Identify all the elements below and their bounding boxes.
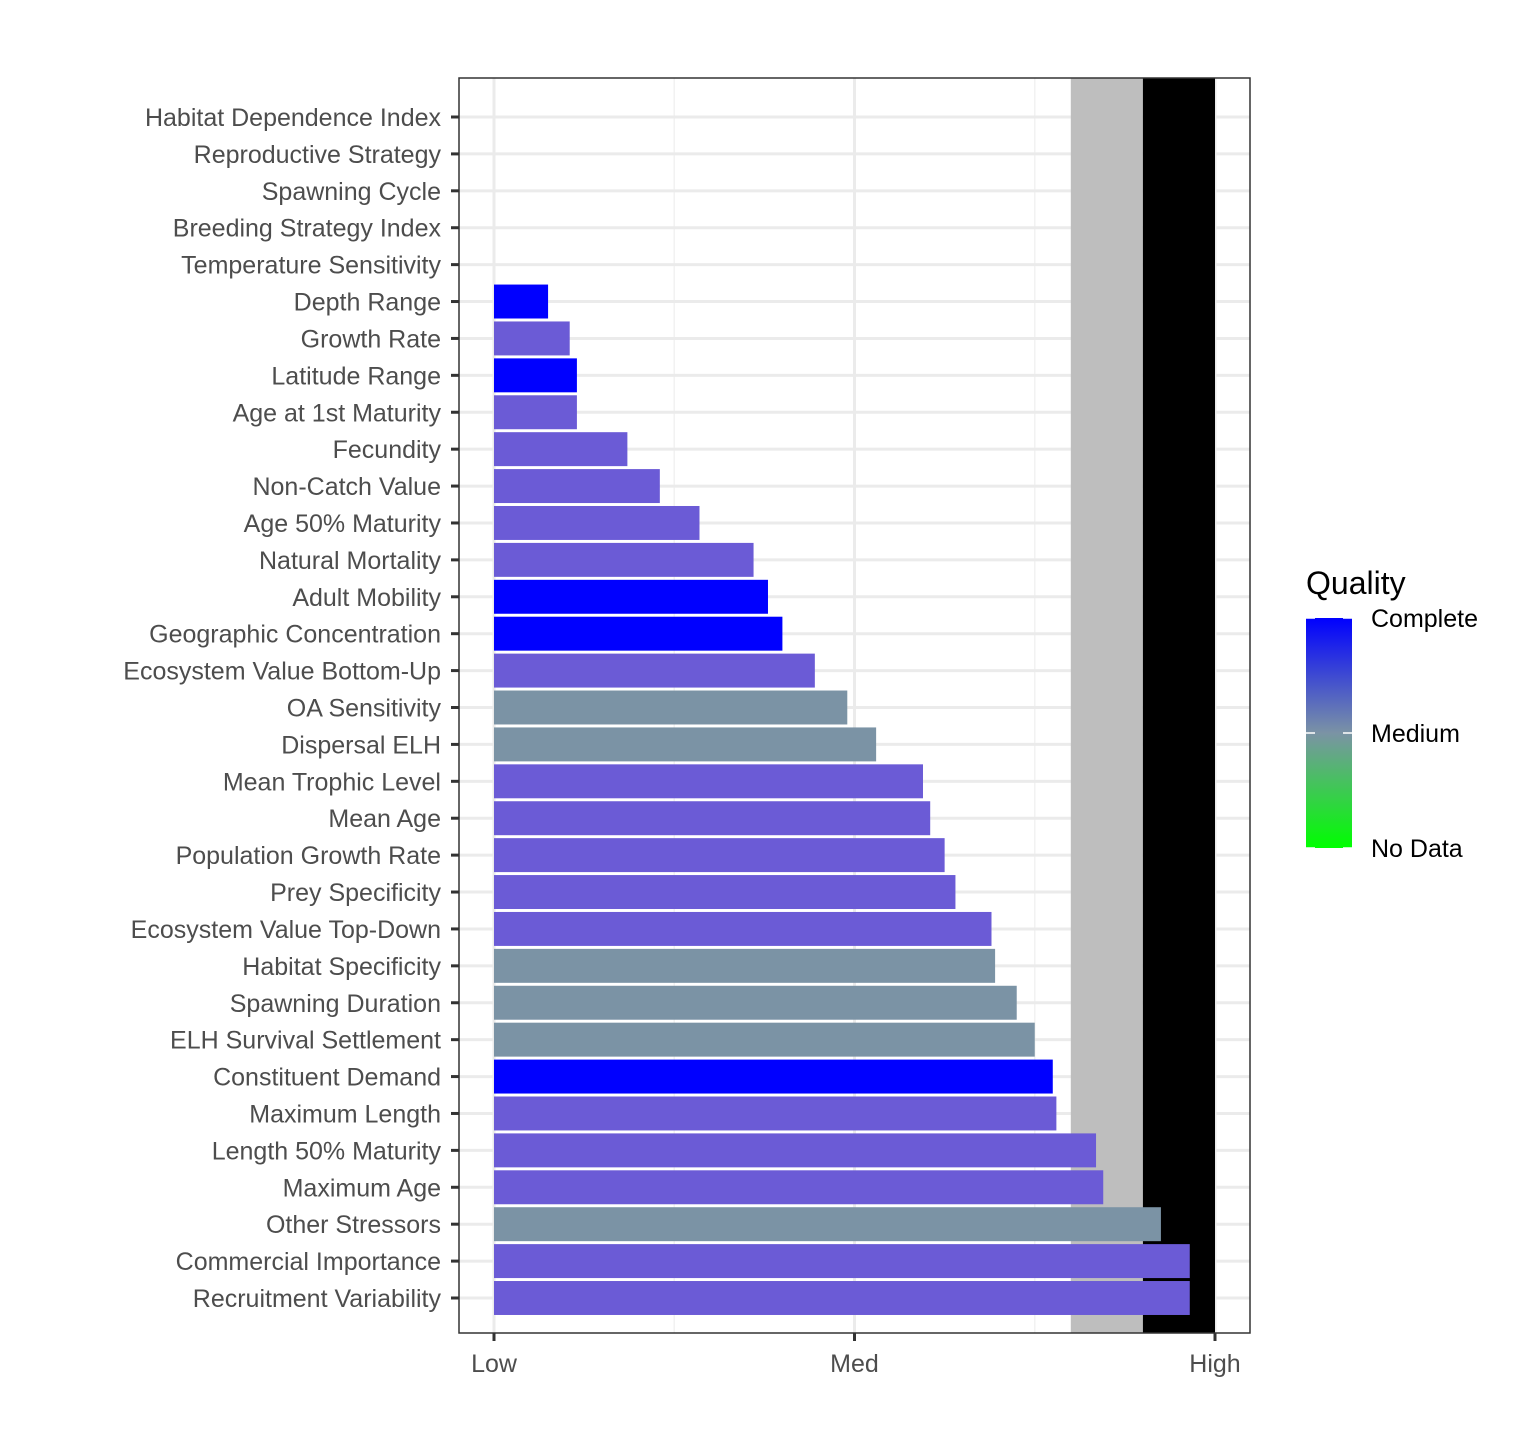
x-tick-label: Low [471, 1350, 518, 1378]
category-label: ELH Survival Settlement [170, 1027, 441, 1055]
bar [494, 1096, 1057, 1131]
x-tick-label: Med [830, 1350, 879, 1378]
bars [494, 284, 1190, 1315]
legend: Quality Complete Medium No Data [1306, 565, 1478, 863]
category-label: Natural Mortality [259, 547, 441, 575]
category-label: Recruitment Variability [193, 1285, 442, 1313]
bar [494, 948, 996, 983]
bar [494, 358, 577, 393]
legend-label-medium: Medium [1371, 720, 1460, 748]
bar [494, 284, 549, 319]
category-label: Geographic Concentration [149, 621, 441, 649]
category-label: Age 50% Maturity [244, 510, 442, 538]
category-label: Commercial Importance [176, 1248, 441, 1276]
bar [494, 1207, 1161, 1242]
bar [494, 985, 1017, 1020]
bar [494, 1022, 1035, 1057]
category-label: Spawning Duration [230, 990, 441, 1018]
category-label: Depth Range [294, 289, 441, 317]
category-label: Constituent Demand [213, 1064, 441, 1092]
bar [494, 875, 956, 910]
category-label: Latitude Range [271, 362, 441, 390]
bar [494, 616, 783, 651]
category-label: Ecosystem Value Bottom-Up [123, 658, 441, 686]
bar [494, 838, 945, 873]
x-axis: Low Med High [471, 1333, 1241, 1378]
category-label: Breeding Strategy Index [173, 215, 442, 243]
legend-label-no-data: No Data [1371, 835, 1463, 863]
bar [494, 432, 628, 467]
category-label: Ecosystem Value Top-Down [131, 916, 441, 944]
bar [494, 469, 660, 504]
legend-label-complete: Complete [1371, 605, 1478, 633]
bar [494, 1059, 1053, 1094]
category-label: Length 50% Maturity [212, 1137, 442, 1165]
bar [494, 1170, 1104, 1205]
bar [494, 579, 768, 614]
bar [494, 653, 815, 688]
category-label: Habitat Dependence Index [145, 104, 442, 132]
x-tick-label: High [1189, 1350, 1240, 1378]
bar [494, 505, 700, 540]
category-label: Growth Rate [301, 325, 441, 353]
category-label: Mean Trophic Level [223, 768, 441, 796]
bar [494, 321, 570, 356]
y-axis: Habitat Dependence Index Reproductive Str… [123, 104, 459, 1313]
bar [494, 801, 931, 836]
category-label: Spawning Cycle [262, 178, 441, 206]
bar [494, 1244, 1190, 1279]
category-label: Maximum Age [283, 1174, 441, 1202]
category-label: Habitat Specificity [242, 953, 441, 981]
category-label: Adult Mobility [292, 584, 441, 612]
bar [494, 764, 923, 799]
threshold-band [1070, 78, 1143, 1333]
category-label: Maximum Length [249, 1100, 441, 1128]
category-label: Other Stressors [266, 1211, 441, 1239]
bar [494, 727, 877, 762]
bar [494, 690, 848, 725]
legend-title: Quality [1306, 565, 1406, 601]
bar [494, 542, 754, 577]
category-label: Age at 1st Maturity [233, 399, 442, 427]
threshold-bands [1070, 78, 1215, 1333]
category-label: Reproductive Strategy [194, 141, 442, 169]
bar [494, 911, 992, 946]
bar [494, 1133, 1097, 1168]
bar [494, 1281, 1190, 1315]
threshold-band [1142, 78, 1215, 1333]
category-label: Temperature Sensitivity [181, 252, 441, 280]
bar [494, 395, 577, 430]
category-label: Dispersal ELH [281, 731, 441, 759]
category-label: Mean Age [328, 805, 441, 833]
category-label: Non-Catch Value [252, 473, 441, 501]
category-label: Fecundity [333, 436, 442, 464]
category-label: Prey Specificity [270, 879, 441, 907]
category-label: OA Sensitivity [287, 695, 442, 723]
category-label: Population Growth Rate [176, 842, 441, 870]
